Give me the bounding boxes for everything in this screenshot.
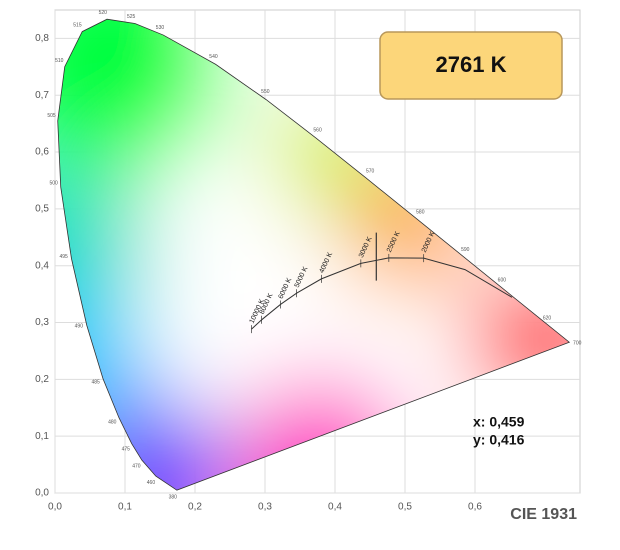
plot: 0,0 0,1 0,2 0,3 0,4 0,5 0,6 0,0 0,1 0,2 0,3 0,4 0,5 0… xyxy=(35,10,582,513)
x-tick-label: 0,0 xyxy=(48,502,62,513)
wavelength-label: 525 xyxy=(127,14,136,20)
x-tick-label: 0,3 xyxy=(258,502,272,513)
wavelength-label: 475 xyxy=(122,446,131,452)
cct-value: 2761 K xyxy=(436,52,507,77)
wavelength-label: 500 xyxy=(49,181,58,187)
cct-badge xyxy=(379,31,563,100)
wavelength-label: 540 xyxy=(209,54,218,60)
wavelength-label: 480 xyxy=(108,419,117,425)
x-tick-label: 0,5 xyxy=(398,502,412,513)
wavelength-label: 620 xyxy=(543,316,552,322)
wavelength-label: 515 xyxy=(73,23,82,29)
x-tick-label: 0,6 xyxy=(468,502,482,513)
y-tick-label: 0,4 xyxy=(35,260,49,271)
y-tick-label: 0,5 xyxy=(35,204,49,215)
wavelength-label: 590 xyxy=(461,247,470,253)
wavelength-label: 550 xyxy=(261,89,270,95)
wavelength-label: 580 xyxy=(416,209,425,215)
wavelength-label: 700 xyxy=(573,341,582,347)
y-tick-label: 0,0 xyxy=(35,488,49,499)
wavelength-label: 570 xyxy=(366,168,375,174)
wavelength-label: 560 xyxy=(313,128,322,134)
wavelength-label: 485 xyxy=(91,379,100,385)
wavelength-label: 380 xyxy=(169,494,178,500)
y-tick-label: 0,3 xyxy=(35,317,49,328)
wavelength-label: 530 xyxy=(156,25,165,31)
x-tick-label: 0,4 xyxy=(328,502,342,513)
wavelength-label: 495 xyxy=(59,254,68,260)
y-tick-label: 0,7 xyxy=(35,90,49,101)
chart-title: CIE 1931 xyxy=(510,506,577,523)
wavelength-label: 505 xyxy=(47,113,56,119)
planckian-locus xyxy=(251,257,513,330)
y-readout: y: 0,416 xyxy=(473,432,525,448)
x-readout: x: 0,459 xyxy=(473,414,525,430)
wavelength-label: 490 xyxy=(75,323,84,329)
spectral-locus xyxy=(57,18,571,491)
y-tick-label: 0,6 xyxy=(35,147,49,158)
y-tick-label: 0,8 xyxy=(35,33,49,44)
wavelength-label: 460 xyxy=(147,480,156,486)
wavelength-label: 520 xyxy=(99,10,108,16)
x-tick-label: 0,2 xyxy=(188,502,202,513)
y-tick-label: 0,2 xyxy=(35,374,49,385)
wavelength-label: 600 xyxy=(498,278,507,284)
y-tick-label: 0,1 xyxy=(35,431,49,442)
wavelength-label: 510 xyxy=(55,58,64,64)
x-tick-label: 0,1 xyxy=(118,502,132,513)
wavelength-label: 470 xyxy=(132,463,141,469)
